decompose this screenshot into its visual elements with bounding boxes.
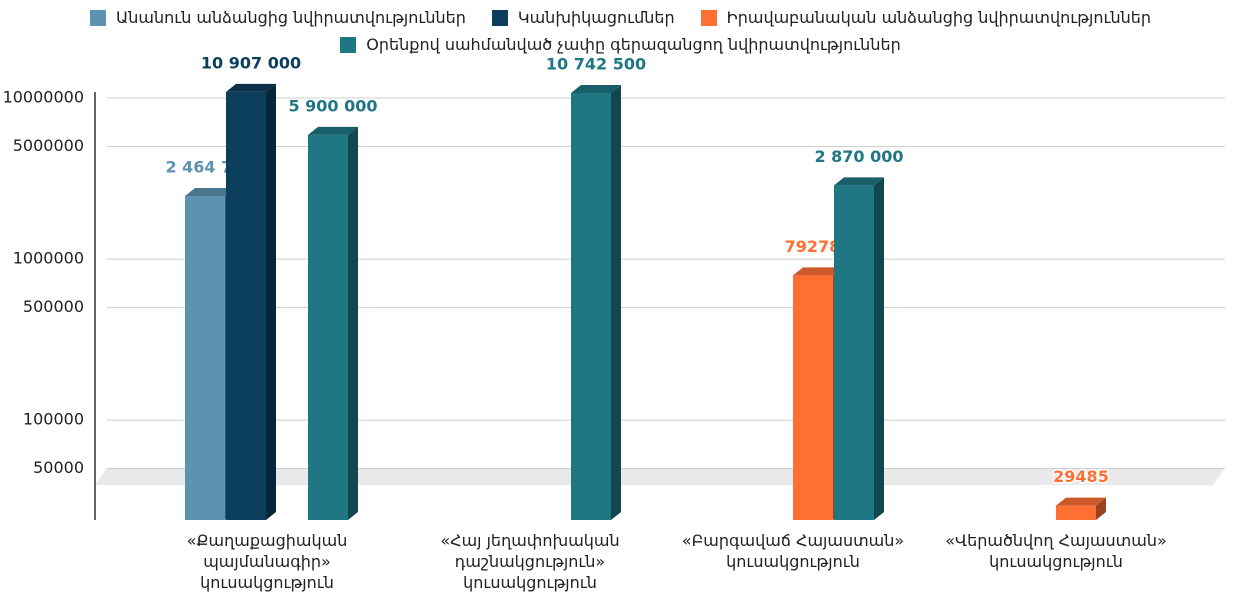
legend-label: Օրենքով սահմանված չափը գերազանցող նվիրատ… <box>366 35 901 54</box>
bar <box>226 83 276 520</box>
x-tick-label: «Քաղաքացիական պայմանագիր» կուսակցություն <box>186 531 348 592</box>
y-tick-label: 10000000 <box>3 88 84 107</box>
bar-top <box>1056 497 1106 506</box>
legend-item: Օրենքով սահմանված չափը գերազանցող նվիրատ… <box>340 35 901 54</box>
legend-item: Անանուն անձանցից նվիրատվություններ <box>89 8 466 27</box>
bar <box>571 84 621 520</box>
legend-label: Իրավաբանական անձանցից նվիրատվություններ <box>726 8 1152 27</box>
bar-top <box>308 126 358 135</box>
bar-front <box>308 134 348 520</box>
bar-side <box>348 126 358 520</box>
y-tick-label: 100000 <box>23 410 84 429</box>
legend-item: Իրավաբանական անձանցից նվիրատվություններ <box>700 8 1152 27</box>
data-label: 5 900 000 <box>288 96 377 115</box>
x-tick-label: «Հայ յեղափոխական դաշնակցություն» կուսակց… <box>440 531 620 592</box>
floor <box>95 468 1225 485</box>
legend-swatch <box>89 9 106 26</box>
legend-label: Կանխիկացումներ <box>517 8 675 27</box>
legend-swatch <box>491 9 508 26</box>
legend-item: Կանխիկացումներ <box>491 8 675 27</box>
bar-front <box>185 195 225 520</box>
bar-top <box>793 267 843 276</box>
bar-side <box>874 177 884 520</box>
bar-front <box>834 185 874 520</box>
bar-top <box>571 84 621 93</box>
legend-row: Օրենքով սահմանված չափը գերազանցող նվիրատ… <box>0 35 1241 54</box>
bar-front <box>1056 505 1096 520</box>
legend-row: Անանուն անձանցից նվիրատվություններ Կանխիկ… <box>0 8 1241 27</box>
data-label: 10 742 500 <box>546 54 646 73</box>
bar <box>834 177 884 520</box>
bar-side <box>1096 497 1106 520</box>
bar-front <box>226 91 266 520</box>
y-tick-label: 500000 <box>23 297 84 316</box>
x-tick-label: «Բարգավաճ Հայաստան» կուսակցություն <box>681 531 905 571</box>
y-tick-label: 5000000 <box>13 136 84 155</box>
bar-front <box>793 275 833 520</box>
bar-top <box>185 187 235 196</box>
legend-swatch <box>700 9 717 26</box>
legend-label: Անանուն անձանցից նվիրատվություններ <box>115 8 466 27</box>
data-label: 10 907 000 <box>201 53 301 72</box>
y-tick-label: 1000000 <box>13 249 84 268</box>
bar <box>308 126 358 520</box>
x-tick-label: «Վերածնվող Հայաստան» կուսակցություն <box>945 531 1167 571</box>
bar-top <box>834 177 884 186</box>
bar-side <box>611 84 621 520</box>
data-label: 2 870 000 <box>814 147 903 166</box>
legend-swatch <box>340 36 357 53</box>
bar-front <box>571 92 611 520</box>
bar-side <box>266 83 276 520</box>
bar <box>1056 497 1106 520</box>
data-label: 29485 <box>1053 467 1109 486</box>
bar-top <box>226 83 276 92</box>
y-tick-label: 50000 <box>33 458 84 477</box>
